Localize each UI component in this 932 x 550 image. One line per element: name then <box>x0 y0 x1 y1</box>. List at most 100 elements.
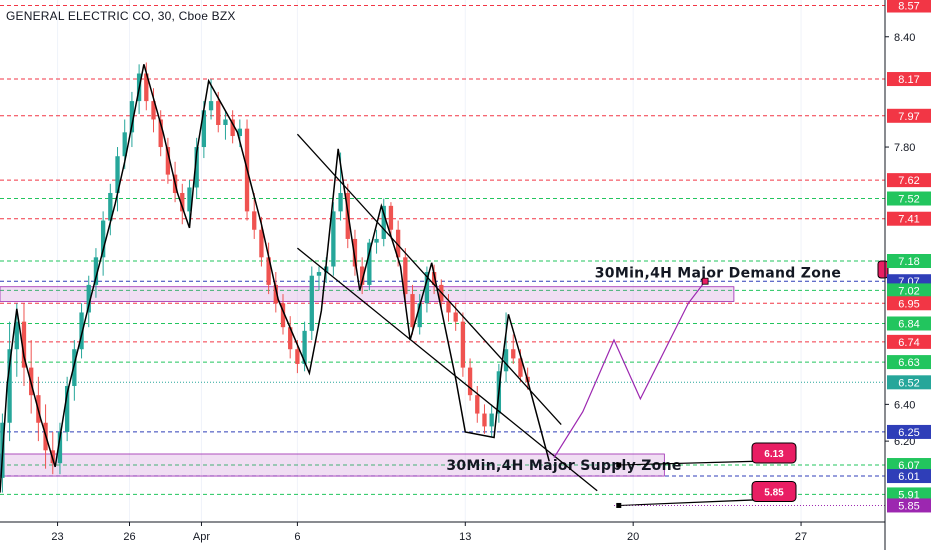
price-level-badge-label: 6.07 <box>898 460 919 472</box>
candle-body <box>424 272 430 304</box>
price-level-badge-label: 8.57 <box>898 1 919 13</box>
candle-body <box>446 301 451 313</box>
candle-body <box>208 101 214 111</box>
channel-trendline[interactable] <box>296 133 562 426</box>
pattern-zigzag-line[interactable] <box>0 64 550 493</box>
candle-body <box>273 284 278 304</box>
price-level-badge-label: 7.97 <box>898 111 919 123</box>
price-level-badge <box>887 173 931 188</box>
candle-body <box>518 358 523 377</box>
time-tick-label: 27 <box>795 531 807 543</box>
candle-body <box>410 294 415 328</box>
candle-body <box>223 119 228 125</box>
callout-box <box>751 480 797 502</box>
channel-trendline[interactable] <box>296 247 598 492</box>
candle-body <box>280 303 286 328</box>
candles-layer <box>0 62 530 493</box>
demand-zone <box>0 286 735 302</box>
price-level-badge-label: 7.41 <box>898 214 919 226</box>
candle-body <box>395 229 401 258</box>
price-level-badge <box>887 424 931 439</box>
price-level-badge <box>887 316 931 331</box>
time-tick-label: 6 <box>294 531 300 543</box>
price-level-badge <box>887 283 931 298</box>
price-level-badge <box>887 458 931 473</box>
price-level-badge <box>887 254 931 268</box>
price-level-badge-label: 6.95 <box>898 298 919 310</box>
price-level-badge-label: 7.52 <box>898 194 919 206</box>
candle-body <box>79 312 84 350</box>
price-level-badge <box>887 469 931 484</box>
callout-anchor <box>616 502 622 508</box>
price-level-badge <box>887 296 931 311</box>
price-level-badge <box>887 211 931 226</box>
candle-body <box>72 349 77 386</box>
candle-body <box>21 321 27 368</box>
projection-target-badge <box>877 260 889 279</box>
price-level-badge <box>887 191 931 206</box>
candle-body <box>367 242 372 285</box>
price-tick-label: 8.40 <box>894 32 915 44</box>
time-tick-label: 26 <box>123 531 135 543</box>
candle-body <box>144 73 149 102</box>
supply-zone-label: 30Min,4H Major Supply Zone <box>446 458 681 474</box>
candle-body <box>475 395 480 414</box>
candle-body <box>93 257 99 285</box>
candle-body <box>259 229 264 258</box>
callout-pointer <box>618 498 773 506</box>
candle-body <box>266 257 271 285</box>
candle-body <box>309 275 314 331</box>
price-level-badge <box>887 498 931 513</box>
candle-body <box>316 272 322 276</box>
pattern-lines-layer <box>0 64 889 493</box>
price-level-badge-label: 6.84 <box>898 318 919 330</box>
price-level-badge-label: 5.91 <box>898 489 919 501</box>
candle-body <box>86 284 91 313</box>
candle-body <box>388 205 394 230</box>
candle-body <box>288 327 293 350</box>
candle-body <box>14 321 19 350</box>
candle-body <box>417 303 422 328</box>
candle-body <box>115 156 120 193</box>
candle-body <box>230 119 235 137</box>
candle-body <box>201 110 207 148</box>
price-level-badge-label: 6.25 <box>898 427 919 439</box>
candle-body <box>180 192 185 212</box>
price-level-badge-label: 7.62 <box>898 175 919 187</box>
candle-body <box>295 349 300 364</box>
candle-body <box>151 101 156 120</box>
candle-body <box>302 330 307 364</box>
price-tick-label: 6.20 <box>894 436 915 448</box>
callout-anchor <box>616 462 622 468</box>
candle-body <box>108 192 113 221</box>
candle-body <box>57 431 63 464</box>
candle-body <box>467 367 473 396</box>
candle-body <box>252 211 257 230</box>
callout-label: 6.13 <box>764 449 784 460</box>
candle-body <box>482 413 487 427</box>
projection-path[interactable] <box>553 280 706 458</box>
time-tick-label: 20 <box>627 531 639 543</box>
price-level-badge-label: 8.17 <box>898 74 919 86</box>
candle-body <box>331 211 336 267</box>
candle-body <box>403 257 408 295</box>
supply-zone <box>0 453 665 477</box>
price-level-badge-label: 7.18 <box>898 256 919 268</box>
candle-body <box>7 349 12 423</box>
callout-label: 5.85 <box>764 487 784 498</box>
candle-body <box>489 413 494 427</box>
candle-body <box>100 220 106 258</box>
candle-body <box>122 132 127 157</box>
callout-box <box>751 442 797 464</box>
candle-body <box>338 192 343 212</box>
callouts-layer: 6.13 5.85 <box>616 442 797 508</box>
price-level-badge <box>887 487 931 502</box>
price-level-badge-label: 6.74 <box>898 337 919 349</box>
price-level-badge-label: 6.01 <box>898 471 919 483</box>
candle-body <box>374 238 379 243</box>
price-tick-label: 7.80 <box>894 142 915 154</box>
candle-body <box>194 147 199 188</box>
time-tick-label: 13 <box>459 531 471 543</box>
